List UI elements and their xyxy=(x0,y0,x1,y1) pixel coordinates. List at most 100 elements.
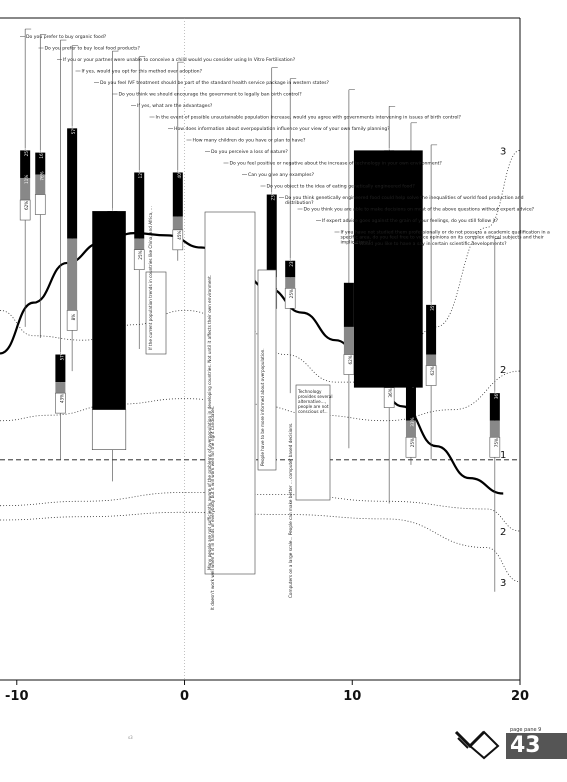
series-line-5 xyxy=(0,511,521,583)
question-text-5: Do you feel IVF treatment should be part… xyxy=(100,80,330,86)
question-text-18: If you have not studied them professiona… xyxy=(341,230,550,236)
question-text-11: Do you perceive a loss of nature? xyxy=(211,149,288,155)
question-text-10: How many children do you have or plan to… xyxy=(193,138,306,144)
bar-percent-label: 25% xyxy=(289,289,294,298)
note-box-4 xyxy=(295,384,331,501)
series-line-4 xyxy=(0,492,521,532)
bar-percent-label: 12% xyxy=(138,169,143,178)
question-text-18: specific area, do you feel free to voice… xyxy=(341,235,544,241)
bar-percent-label: 36% xyxy=(388,388,393,397)
note-text-4: alternative..., xyxy=(298,399,326,404)
bar-percent-label: 33% xyxy=(410,417,415,426)
x-axis: -10 0 10 20 xyxy=(5,680,529,704)
bar-segment-black xyxy=(426,304,437,355)
level-label: 2 xyxy=(500,365,506,376)
bar-percent-label: 76% xyxy=(39,171,44,180)
question-text-19: Would you like to have a say in certain … xyxy=(359,241,507,247)
bar-segment-grey xyxy=(405,420,416,438)
series-line-3 xyxy=(0,370,521,422)
question-group-7: 40% 45% xyxy=(172,61,184,261)
question-text-17: If expert advice goes against the grain … xyxy=(322,218,499,224)
question-group-13: 35% 62% xyxy=(425,144,438,460)
bar-segment-grey xyxy=(285,277,296,289)
bar-segment-white xyxy=(172,229,184,251)
annotation-layer: Do you prefer to buy organic food? Do you… xyxy=(20,34,550,610)
note-text-2: If the current population trends in coun… xyxy=(148,206,153,350)
question-group-14: 36% 75% xyxy=(489,238,501,592)
bar-segment-grey xyxy=(134,238,145,250)
lower-note-1: It doesn't work well when it is in hands… xyxy=(210,406,215,610)
footer-mark: s3 xyxy=(128,735,133,740)
bar-segment-white xyxy=(55,392,66,414)
question-text-4: If yes, would you opt for this method ov… xyxy=(82,69,203,75)
question-text-2: Do you prefer to buy local food products… xyxy=(45,46,141,52)
question-text-15: distribution? xyxy=(285,200,314,206)
bar-segment-white xyxy=(425,365,437,386)
bar-segment-black xyxy=(67,128,78,239)
question-group-2: 16% 76% xyxy=(34,34,47,338)
bar-percent-label: 16% xyxy=(39,149,44,158)
question-text-14: Do you object to the idea of eating gene… xyxy=(267,184,416,190)
bar-segment-black xyxy=(285,260,296,278)
bar-segment-grey xyxy=(172,216,183,230)
question-text-13: Can you give any examples? xyxy=(248,172,315,178)
question-text-7: If yes, what are the advantages? xyxy=(137,103,213,109)
feature-bar-1 xyxy=(92,211,126,410)
note-text-1: Many people are not sufficiently aware o… xyxy=(207,275,212,570)
bar-percent-label: 57% xyxy=(71,125,76,134)
bar-percent-label: 62% xyxy=(24,201,29,210)
bar-segment-grey xyxy=(20,177,31,201)
level-label: 2 xyxy=(500,527,506,538)
bar-segment-grey xyxy=(343,326,354,355)
bar-segment-grey xyxy=(55,382,66,394)
question-text-16: Do you think you are able to make decisi… xyxy=(304,207,535,213)
bar-segment-grey xyxy=(426,354,437,366)
bar-percent-label: 62% xyxy=(348,355,353,364)
x-tick-label: -10 xyxy=(5,689,29,704)
feature-bar-white-1 xyxy=(91,409,127,450)
question-group-3: 57% 43% xyxy=(55,39,67,460)
question-group-1: 25% 11% 62% xyxy=(19,28,32,327)
question-text-15: Do you think genetically engineered food… xyxy=(285,195,524,201)
bar-segment-white xyxy=(133,249,145,270)
bar-percent-label: 25% xyxy=(24,147,29,156)
bar-percent-label: 36% xyxy=(494,390,499,399)
question-group-9: 23% 25% xyxy=(284,78,297,394)
note-box-3 xyxy=(257,269,277,471)
bar-percent-label: 25% xyxy=(138,250,143,259)
bar-percent-label: 40% xyxy=(177,169,182,178)
bar-segment-black xyxy=(55,354,66,383)
bar-segment-white xyxy=(34,194,46,215)
note-text-3: People have to be more informed about ov… xyxy=(260,348,265,466)
publisher-logo-icon xyxy=(454,730,500,760)
x-tick-label: 20 xyxy=(511,689,529,704)
question-group-10: 62% xyxy=(343,89,355,449)
x-tick-label: 10 xyxy=(343,689,361,704)
note-text-4: Technology xyxy=(297,389,322,394)
question-text-9: How does information about overpopulatio… xyxy=(174,126,390,132)
series-line-2 xyxy=(0,150,521,383)
bar-segment-grey xyxy=(67,238,78,311)
bar-percent-label: 57% xyxy=(59,351,64,360)
bar-percent-label: 23% xyxy=(271,191,276,200)
question-text-12: Do you feel positive or negative about t… xyxy=(230,161,443,167)
level-label: 1 xyxy=(500,450,506,461)
bar-percent-label: 35% xyxy=(430,302,435,311)
bar-segment-white xyxy=(284,288,296,309)
bar-segment-black xyxy=(172,172,183,217)
bar-segment-black xyxy=(134,172,145,239)
bar-segment-grey xyxy=(489,420,500,438)
note-text-4: conscious of... xyxy=(298,409,328,414)
bar-percent-label: 45% xyxy=(177,231,182,240)
bar-segment-white xyxy=(405,436,417,458)
question-group-4: 57% 8% xyxy=(66,45,79,372)
bar-segment-white xyxy=(66,310,78,331)
bar-segment-white xyxy=(343,354,355,375)
note-box-2 xyxy=(145,271,167,355)
note-text-4: people are not xyxy=(298,404,329,409)
question-text-3: If you or your partner were unable to co… xyxy=(63,57,296,63)
bar-segment-white xyxy=(19,199,31,221)
bar-percent-label: 8% xyxy=(71,314,76,321)
question-text-6: Do you think we should encourage the gov… xyxy=(119,92,303,98)
